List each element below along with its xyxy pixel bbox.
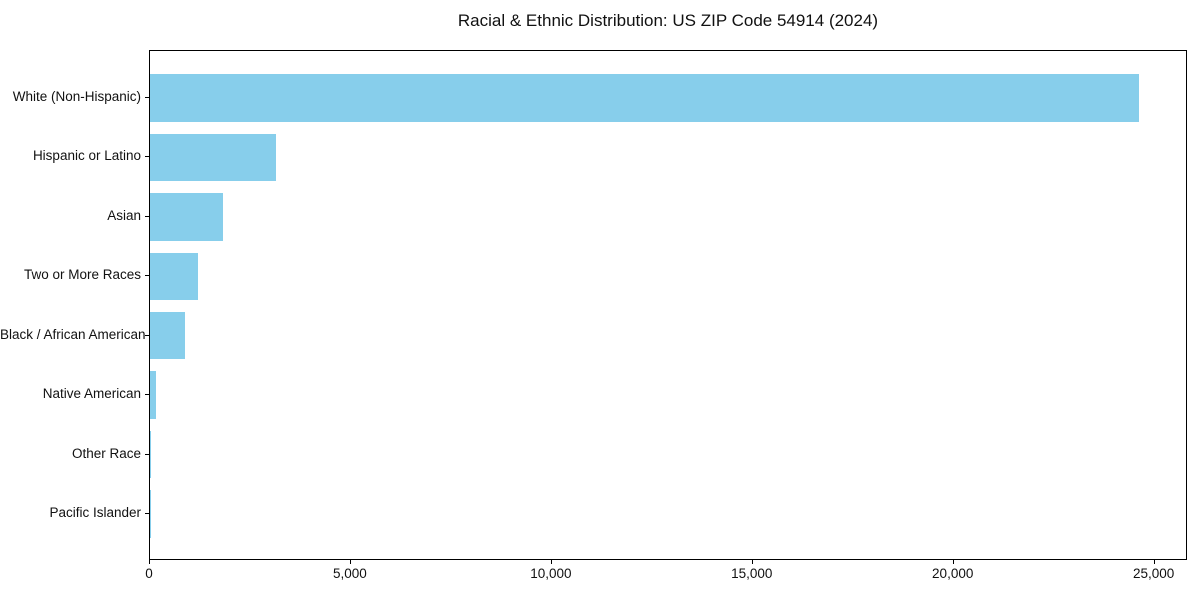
bar-hispanic-or-latino bbox=[150, 133, 276, 182]
y-tick-label-other-race: Other Race bbox=[71, 445, 141, 461]
y-tick-mark bbox=[145, 334, 149, 336]
bar-native-american bbox=[150, 371, 157, 419]
chart-title: Racial & Ethnic Distribution: US ZIP Cod… bbox=[457, 11, 879, 30]
x-tick-label-0: 0 bbox=[145, 566, 153, 581]
y-tick-label-hispanic-or-latino: Hispanic or Latino bbox=[32, 148, 141, 164]
x-tick-label-15000: 15,000 bbox=[731, 566, 773, 581]
x-tick-label-10000: 10,000 bbox=[530, 566, 572, 581]
y-tick-mark bbox=[145, 215, 149, 217]
x-tick-label-20000: 20,000 bbox=[932, 566, 974, 581]
bar-two-or-more-races bbox=[150, 252, 199, 301]
plot-area bbox=[149, 50, 1187, 560]
bar-other-race bbox=[150, 430, 152, 479]
y-tick-label-asian: Asian bbox=[107, 207, 141, 223]
x-tick-label-5000: 5,000 bbox=[333, 566, 367, 581]
x-tick-mark bbox=[1153, 560, 1155, 564]
bar-asian bbox=[150, 193, 223, 241]
y-tick-label-white-non-hispanic: White (Non-Hispanic) bbox=[12, 88, 141, 104]
x-tick-label-25000: 25,000 bbox=[1132, 566, 1175, 581]
bar-black-african-american bbox=[150, 311, 185, 360]
x-tick-mark bbox=[349, 560, 351, 564]
y-tick-label-native-american: Native American bbox=[42, 386, 141, 402]
y-tick-mark bbox=[145, 275, 149, 277]
x-tick-mark bbox=[952, 560, 954, 564]
x-tick-mark bbox=[751, 560, 753, 564]
y-tick-mark bbox=[145, 394, 149, 396]
y-tick-mark bbox=[145, 156, 149, 158]
x-tick-mark bbox=[550, 560, 552, 564]
y-tick-mark bbox=[145, 513, 149, 515]
y-tick-mark bbox=[145, 96, 149, 98]
bar-white-non-hispanic bbox=[150, 74, 1139, 122]
y-tick-mark bbox=[145, 453, 149, 455]
bar-pacific-islander bbox=[150, 490, 151, 538]
y-tick-label-pacific-islander: Pacific Islander bbox=[49, 505, 141, 521]
y-tick-label-black-african-american: Black / African American bbox=[0, 326, 146, 342]
x-tick-mark bbox=[149, 560, 150, 564]
y-tick-label-two-or-more-races: Two or More Races bbox=[23, 267, 141, 283]
